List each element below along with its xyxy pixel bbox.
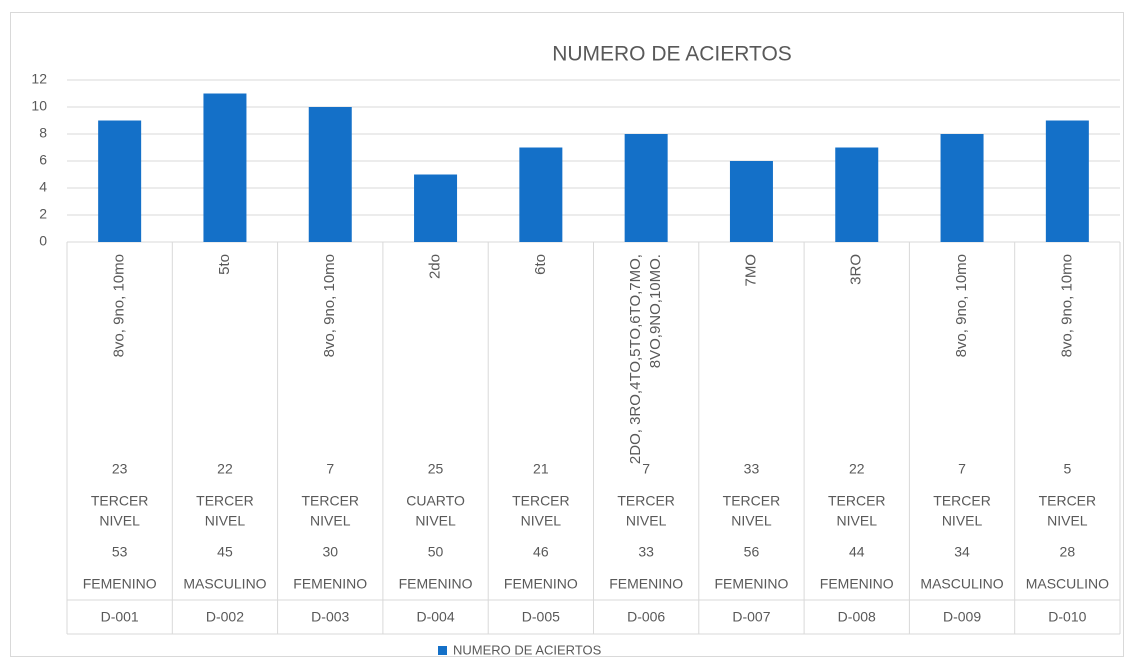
category-number: 7 [326,461,334,477]
category-number: 30 [322,544,338,560]
grade-label: 5to [216,254,233,275]
level-label: NIVEL [731,513,772,529]
gender-label: MASCULINO [183,576,266,592]
chart-title: NUMERO DE ACIERTOS [552,43,792,66]
grade-label: 7MO [742,254,759,287]
level-label: NIVEL [415,513,456,529]
y-tick-label: 10 [31,98,47,114]
category-number: 50 [428,544,444,560]
y-tick-label: 6 [39,152,47,168]
id-label: D-005 [522,609,560,625]
category-number: 22 [217,461,233,477]
id-label: D-003 [311,609,349,625]
y-tick-label: 8 [39,125,47,141]
category-number: 21 [533,461,549,477]
bar [98,120,142,242]
grade-label: 8vo, 9no, 10mo [111,254,128,357]
gender-label: FEMENINO [293,576,367,592]
level-label: NIVEL [205,513,246,529]
category-number: 25 [428,461,444,477]
level-label: TERCER [196,493,254,509]
category-number: 22 [849,461,865,477]
id-label: D-009 [943,609,981,625]
category-number: 53 [112,544,128,560]
gender-label: MASCULINO [920,576,1003,592]
y-tick-label: 12 [31,71,47,87]
category-number: 23 [112,461,128,477]
category-number: 56 [744,544,760,560]
category-number: 7 [642,461,650,477]
level-label: TERCER [933,493,991,509]
bar [519,147,563,242]
category-number: 44 [849,544,865,560]
grade-label: 3RO [848,254,865,285]
grade-label: 2do [427,254,444,279]
id-label: D-002 [206,609,244,625]
grade-label: 2DO, 3RO,4TO,5TO,6TO,7MO, [627,254,644,464]
legend-swatch [438,646,447,655]
category-number: 34 [954,544,970,560]
bar [203,93,247,242]
bar [308,107,352,242]
grade-label: 8vo, 9no, 10mo [321,254,338,357]
level-label: NIVEL [942,513,983,529]
grade-label: 8vo, 9no, 10mo [1058,254,1075,357]
bar [835,147,879,242]
id-label: D-004 [416,609,454,625]
gender-label: FEMENINO [504,576,578,592]
gender-label: MASCULINO [1026,576,1109,592]
legend-label: NUMERO DE ACIERTOS [453,642,602,657]
gender-label: FEMENINO [399,576,473,592]
y-tick-label: 2 [39,206,47,222]
level-label: NIVEL [837,513,878,529]
level-label: NIVEL [626,513,667,529]
id-label: D-001 [101,609,139,625]
gender-label: FEMENINO [609,576,683,592]
category-number: 46 [533,544,549,560]
category-number: 33 [638,544,654,560]
bar [624,134,668,242]
grade-label: 8VO,9NO,10MO. [647,254,664,368]
category-number: 28 [1060,544,1076,560]
bar [940,134,984,242]
gender-label: FEMENINO [820,576,894,592]
id-label: D-006 [627,609,665,625]
category-number: 7 [958,461,966,477]
grade-label: 6to [532,254,549,275]
level-label: TERCER [91,493,149,509]
id-label: D-008 [838,609,876,625]
level-label: CUARTO [406,493,465,509]
id-label: D-010 [1048,609,1086,625]
category-number: 33 [744,461,760,477]
level-label: NIVEL [1047,513,1088,529]
level-label: NIVEL [521,513,562,529]
gender-label: FEMENINO [83,576,157,592]
level-label: NIVEL [310,513,351,529]
level-label: TERCER [828,493,886,509]
level-label: TERCER [1039,493,1097,509]
grade-label: 8vo, 9no, 10mo [953,254,970,357]
y-tick-label: 4 [39,179,47,195]
level-label: TERCER [723,493,781,509]
bar [729,161,773,242]
level-label: TERCER [301,493,359,509]
level-label: TERCER [512,493,570,509]
bar [414,174,458,242]
id-label: D-007 [732,609,770,625]
level-label: TERCER [617,493,675,509]
y-tick-label: 0 [39,233,47,249]
category-number: 45 [217,544,233,560]
bar [1045,120,1089,242]
level-label: NIVEL [99,513,140,529]
category-number: 5 [1063,461,1071,477]
chart-frame [10,12,1124,657]
gender-label: FEMENINO [715,576,789,592]
